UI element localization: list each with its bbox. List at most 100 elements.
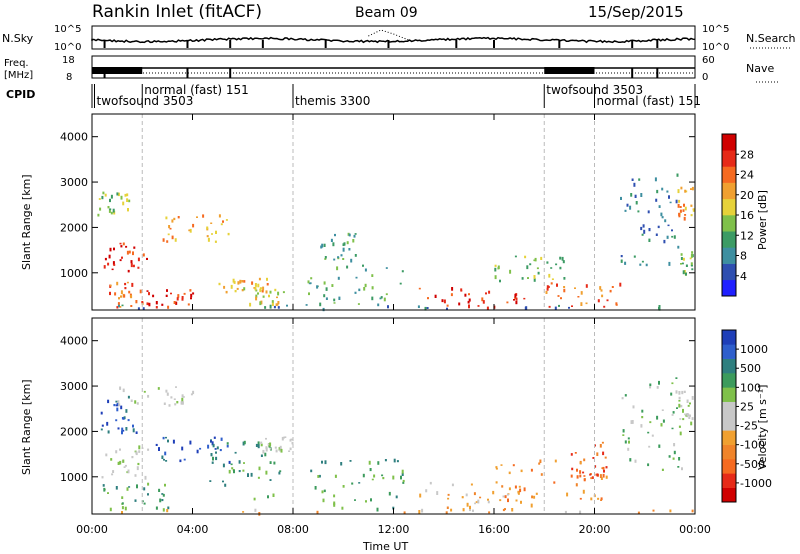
- range-cell: [113, 247, 115, 251]
- range-cell: [267, 443, 270, 446]
- range-cell: [207, 444, 210, 449]
- range-cell: [127, 395, 130, 399]
- range-cell: [677, 203, 680, 208]
- range-cell: [121, 256, 123, 259]
- range-cell: [603, 469, 605, 473]
- range-cell: [649, 421, 652, 424]
- range-cell: [533, 259, 536, 262]
- range-cell: [418, 287, 421, 290]
- range-cell: [640, 193, 643, 197]
- y-tick-label: 3000: [60, 176, 88, 189]
- range-cell: [131, 456, 134, 459]
- range-cell: [163, 402, 166, 405]
- range-cell: [631, 420, 634, 424]
- range-cell: [604, 456, 607, 459]
- range-cell: [560, 297, 562, 300]
- range-cell: [134, 474, 137, 477]
- range-cell: [241, 289, 244, 292]
- range-cell: [120, 245, 123, 248]
- range-cell: [261, 289, 264, 293]
- range-cell: [384, 459, 387, 462]
- range-cell: [690, 262, 693, 266]
- range-cell: [289, 447, 292, 451]
- range-cell: [251, 281, 254, 285]
- range-cell: [487, 500, 490, 504]
- range-cell: [494, 264, 497, 267]
- colorbar-swatch: [722, 373, 736, 388]
- range-cell: [162, 508, 165, 512]
- range-cell: [482, 300, 485, 304]
- range-cell: [148, 302, 151, 307]
- range-cell: [233, 280, 236, 284]
- colorbar-tick-label: -25: [740, 420, 758, 433]
- range-cell: [630, 193, 633, 197]
- range-cell: [634, 459, 637, 463]
- range-cell: [146, 302, 149, 306]
- range-cell: [595, 473, 598, 476]
- range-cell: [228, 469, 231, 474]
- range-cell: [667, 224, 670, 227]
- range-cell: [111, 473, 114, 476]
- range-cell: [122, 242, 125, 246]
- range-cell: [130, 260, 133, 264]
- velocity-y-ticks: 1000 2000 3000 4000: [60, 335, 695, 484]
- velocity-panel-bg: [92, 318, 695, 514]
- range-cell: [446, 307, 448, 310]
- range-cell: [279, 449, 281, 452]
- range-cell: [678, 391, 681, 395]
- range-cell: [166, 509, 169, 513]
- range-cell: [675, 199, 678, 204]
- range-cell: [656, 415, 659, 420]
- range-cell: [187, 303, 190, 306]
- range-cell: [142, 253, 145, 257]
- range-cell: [272, 493, 275, 497]
- range-cell: [147, 482, 150, 486]
- range-cell: [269, 442, 272, 447]
- range-cell: [126, 250, 129, 255]
- range-cell: [605, 466, 608, 469]
- range-cell: [474, 502, 477, 505]
- range-cell: [135, 452, 138, 456]
- colorbar-tick-label: 12: [740, 229, 754, 242]
- range-cell: [121, 511, 123, 515]
- time-axis-label: Time UT: [362, 540, 408, 553]
- nave-label: Nave: [746, 62, 774, 75]
- range-cell: [322, 498, 325, 503]
- x-tick-label: 04:00: [177, 523, 209, 536]
- range-cell: [517, 490, 520, 494]
- range-cell: [580, 291, 583, 295]
- range-cell: [599, 286, 602, 290]
- range-cell: [671, 427, 674, 430]
- range-cell: [131, 282, 134, 287]
- range-cell: [206, 235, 209, 238]
- range-cell: [222, 220, 224, 223]
- range-cell: [402, 481, 405, 484]
- range-cell: [677, 245, 680, 249]
- x-tick-label: 16:00: [478, 523, 510, 536]
- range-cell: [651, 434, 654, 437]
- range-cell: [110, 194, 113, 199]
- range-cell: [116, 306, 119, 309]
- range-cell: [679, 209, 682, 213]
- range-cell: [141, 447, 144, 449]
- range-cell: [110, 211, 113, 215]
- range-cell: [365, 500, 367, 503]
- range-cell: [259, 287, 262, 290]
- range-cell: [506, 301, 509, 304]
- range-cell: [314, 486, 317, 490]
- range-cell: [556, 283, 558, 287]
- range-cell: [249, 302, 252, 307]
- range-cell: [395, 495, 398, 499]
- x-tick-label: 12:00: [378, 523, 410, 536]
- range-cell: [266, 283, 269, 286]
- range-cell: [109, 198, 111, 203]
- range-cell: [119, 259, 122, 262]
- range-cell: [655, 198, 658, 202]
- range-cell: [676, 407, 678, 409]
- range-cell: [342, 258, 345, 260]
- velocity-panel: 1000 2000 3000 4000 Slant Range [km]: [20, 317, 696, 516]
- range-cell: [671, 235, 674, 238]
- range-cell: [342, 485, 345, 488]
- range-cell: [136, 402, 139, 405]
- range-cell: [107, 206, 110, 209]
